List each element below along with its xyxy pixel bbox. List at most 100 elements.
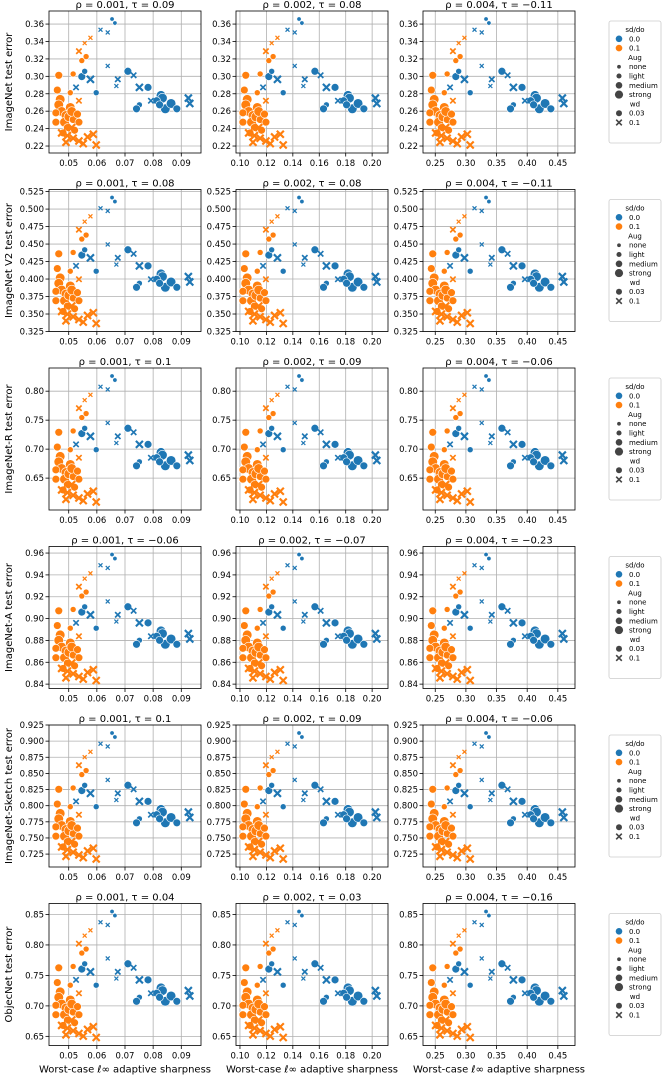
scatter-points [238,16,382,150]
data-point [132,104,141,114]
legend-label: light [629,787,645,795]
data-point [319,640,328,649]
data-point [486,377,492,383]
data-point [89,843,98,853]
data-point [456,40,462,46]
data-point [322,975,331,985]
x-tick-label: 0.06 [87,338,106,348]
data-point [463,1022,472,1032]
data-point [88,570,93,576]
data-point [255,1026,265,1036]
data-point [172,461,182,470]
data-point [244,1021,253,1030]
data-point [75,47,83,55]
y-tick-label: 0.90 [25,615,44,625]
data-point [238,108,248,118]
data-point [352,633,364,645]
x-tick-label: 0.35 [487,695,506,705]
plot-frame [48,367,202,511]
y-tick-label: 0.30 [399,72,418,82]
data-point [114,968,122,976]
data-point [455,246,462,254]
legend-label: 0.1 [629,476,640,484]
data-point [296,552,302,558]
y-tick-label: 0.34 [25,37,44,47]
data-point [521,811,529,819]
data-point [285,384,290,390]
data-point [78,235,86,243]
data-point [456,576,462,582]
data-point [61,673,71,683]
data-point [449,811,457,819]
legend-label: 0.1 [629,833,640,841]
plot-frame [422,903,576,1046]
y-tick-label: 0.475 [20,223,44,233]
data-point [488,790,496,797]
data-point [457,132,466,142]
y-tick-label: 0.350 [394,310,418,320]
data-point [135,440,144,449]
data-point [63,1023,72,1033]
data-point [299,734,305,740]
data-point [301,433,309,440]
data-point [428,71,437,80]
data-point [262,989,270,997]
data-point [92,803,100,811]
data-point [261,1010,271,1019]
data-point [292,565,298,571]
data-point [260,645,269,654]
data-point [278,497,288,507]
data-point [539,812,551,823]
scatter-points [425,552,569,685]
data-point [253,267,261,275]
y-tick-label: 0.400 [394,275,418,285]
data-point [54,963,63,972]
data-point [130,607,137,615]
y-tick-label: 0.88 [399,636,418,646]
data-point [238,1001,248,1010]
data-point [310,781,320,790]
data-point [53,799,62,809]
legend-marker [617,600,621,605]
data-point [334,454,342,462]
plot-frame [422,10,576,154]
plot-frame [422,724,576,868]
data-point [68,134,78,143]
data-point [78,1031,88,1041]
data-point [479,387,485,392]
data-point [78,853,88,862]
scatter-points [238,552,382,685]
data-point [275,392,280,398]
y-tick-label: 0.475 [394,223,418,233]
x-tick-label: 0.06 [87,695,106,705]
data-point [268,960,275,968]
legend-label: 0.1 [629,937,640,945]
data-point [185,456,195,465]
y-axis-label: ImageNet-R test error [4,384,15,494]
data-point [51,117,61,127]
data-point [441,480,450,489]
y-tick-label: 0.525 [394,188,418,198]
data-point [61,495,71,504]
legend-title: wd [630,814,640,822]
data-point [452,139,462,148]
data-point [68,1026,78,1036]
legend-label: none [629,63,646,71]
data-point [98,741,103,747]
y-tick-label: 0.475 [207,223,231,233]
data-point [88,392,93,398]
data-point [51,831,61,841]
data-point [69,963,77,970]
data-point [155,636,164,645]
data-point [448,315,458,324]
subplot-title: ρ = 0.001, τ = 0.1 [79,714,172,725]
data-point [123,424,133,433]
data-point [359,461,369,470]
data-point [487,797,493,803]
data-point [240,978,249,987]
data-point [74,117,84,127]
data-point [506,461,515,470]
data-point [276,129,285,139]
data-point [244,128,253,138]
legend-marker [615,974,623,982]
